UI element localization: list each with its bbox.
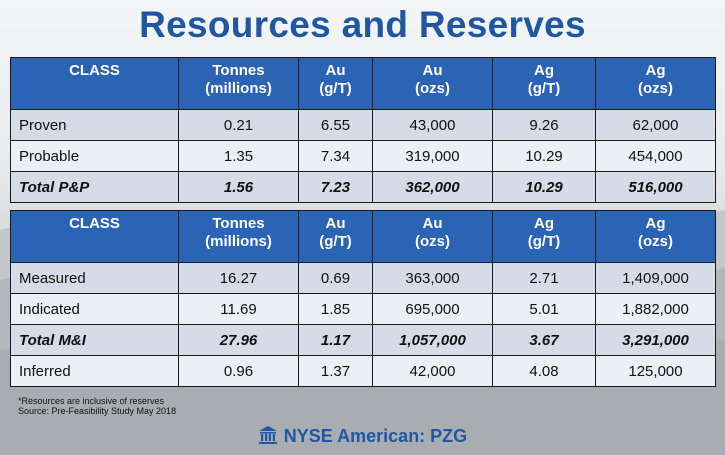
au-ozs-cell: 695,000 [372, 293, 493, 325]
au-grade-cell: 1.37 [298, 355, 373, 387]
table-row: Proven 0.21 6.55 43,000 9.26 62,000 [10, 109, 716, 141]
ag-grade-cell: 3.67 [492, 324, 596, 356]
class-cell: Total P&P [10, 171, 179, 203]
tonnes-cell: 16.27 [178, 262, 299, 294]
resources-table: CLASS Tonnes (millions) Au (g/T) Au (ozs) A… [10, 210, 716, 387]
au-ozs-cell: 363,000 [372, 262, 493, 294]
table-header-row: CLASS Tonnes (millions) Au (g/T) Au (ozs) A… [10, 210, 716, 263]
header-au-ozs: Au (ozs) [372, 57, 493, 110]
header-au-grade: Au (g/T) [298, 210, 373, 263]
au-ozs-cell: 1,057,000 [372, 324, 493, 356]
reserves-table: CLASS Tonnes (millions) Au (g/T) Au (ozs) A… [10, 57, 716, 203]
ticker-label: NYSE American: PZG [283, 426, 468, 446]
total-row: Total P&P 1.56 7.23 362,000 10.29 516,00… [10, 171, 716, 203]
bank-building-icon [258, 425, 278, 450]
au-ozs-cell: 42,000 [372, 355, 493, 387]
ag-ozs-cell: 3,291,000 [595, 324, 716, 356]
ag-ozs-cell: 1,882,000 [595, 293, 716, 325]
header-ag-ozs: Ag (ozs) [595, 57, 716, 110]
table-row: Inferred 0.96 1.37 42,000 4.08 125,000 [10, 355, 716, 387]
au-ozs-cell: 43,000 [372, 109, 493, 141]
header-ag-grade: Ag (g/T) [492, 210, 596, 263]
class-cell: Inferred [10, 355, 179, 387]
header-class: CLASS [10, 57, 179, 110]
ag-ozs-cell: 62,000 [595, 109, 716, 141]
table-row: Measured 16.27 0.69 363,000 2.71 1,409,0… [10, 262, 716, 294]
class-cell: Indicated [10, 293, 179, 325]
tonnes-cell: 1.35 [178, 140, 299, 172]
ag-ozs-cell: 516,000 [595, 171, 716, 203]
au-grade-cell: 1.85 [298, 293, 373, 325]
tonnes-cell: 0.96 [178, 355, 299, 387]
header-tonnes: Tonnes (millions) [178, 210, 299, 263]
header-ag-ozs: Ag (ozs) [595, 210, 716, 263]
footnote-source: Source: Pre-Feasibility Study May 2018 [18, 406, 177, 416]
ag-grade-cell: 9.26 [492, 109, 596, 141]
class-cell: Proven [10, 109, 179, 141]
header-tonnes: Tonnes (millions) [178, 57, 299, 110]
ag-grade-cell: 2.71 [492, 262, 596, 294]
class-cell: Measured [10, 262, 179, 294]
tonnes-cell: 27.96 [178, 324, 299, 356]
ag-grade-cell: 5.01 [492, 293, 596, 325]
footnote-resources: *Resources are inclusive of reserves [18, 396, 165, 406]
au-ozs-cell: 319,000 [372, 140, 493, 172]
ag-ozs-cell: 454,000 [595, 140, 716, 172]
ag-grade-cell: 10.29 [492, 140, 596, 172]
tonnes-cell: 11.69 [178, 293, 299, 325]
au-grade-cell: 7.34 [298, 140, 373, 172]
ag-grade-cell: 4.08 [492, 355, 596, 387]
ag-grade-cell: 10.29 [492, 171, 596, 203]
header-au-grade: Au (g/T) [298, 57, 373, 110]
total-row: Total M&I 27.96 1.17 1,057,000 3.67 3,29… [10, 324, 716, 356]
au-ozs-cell: 362,000 [372, 171, 493, 203]
au-grade-cell: 6.55 [298, 109, 373, 141]
au-grade-cell: 0.69 [298, 262, 373, 294]
ag-ozs-cell: 125,000 [595, 355, 716, 387]
header-ag-grade: Ag (g/T) [492, 57, 596, 110]
page-title: Resources and Reserves [139, 4, 586, 45]
table-header-row: CLASS Tonnes (millions) Au (g/T) Au (ozs) A… [10, 57, 716, 110]
header-au-ozs: Au (ozs) [372, 210, 493, 263]
ag-ozs-cell: 1,409,000 [595, 262, 716, 294]
stock-ticker: NYSE American: PZG [0, 425, 725, 450]
au-grade-cell: 1.17 [298, 324, 373, 356]
class-cell: Total M&I [10, 324, 179, 356]
tonnes-cell: 1.56 [178, 171, 299, 203]
table-row: Probable 1.35 7.34 319,000 10.29 454,000 [10, 140, 716, 172]
header-class: CLASS [10, 210, 179, 263]
class-cell: Probable [10, 140, 179, 172]
tonnes-cell: 0.21 [178, 109, 299, 141]
table-row: Indicated 11.69 1.85 695,000 5.01 1,882,… [10, 293, 716, 325]
au-grade-cell: 7.23 [298, 171, 373, 203]
